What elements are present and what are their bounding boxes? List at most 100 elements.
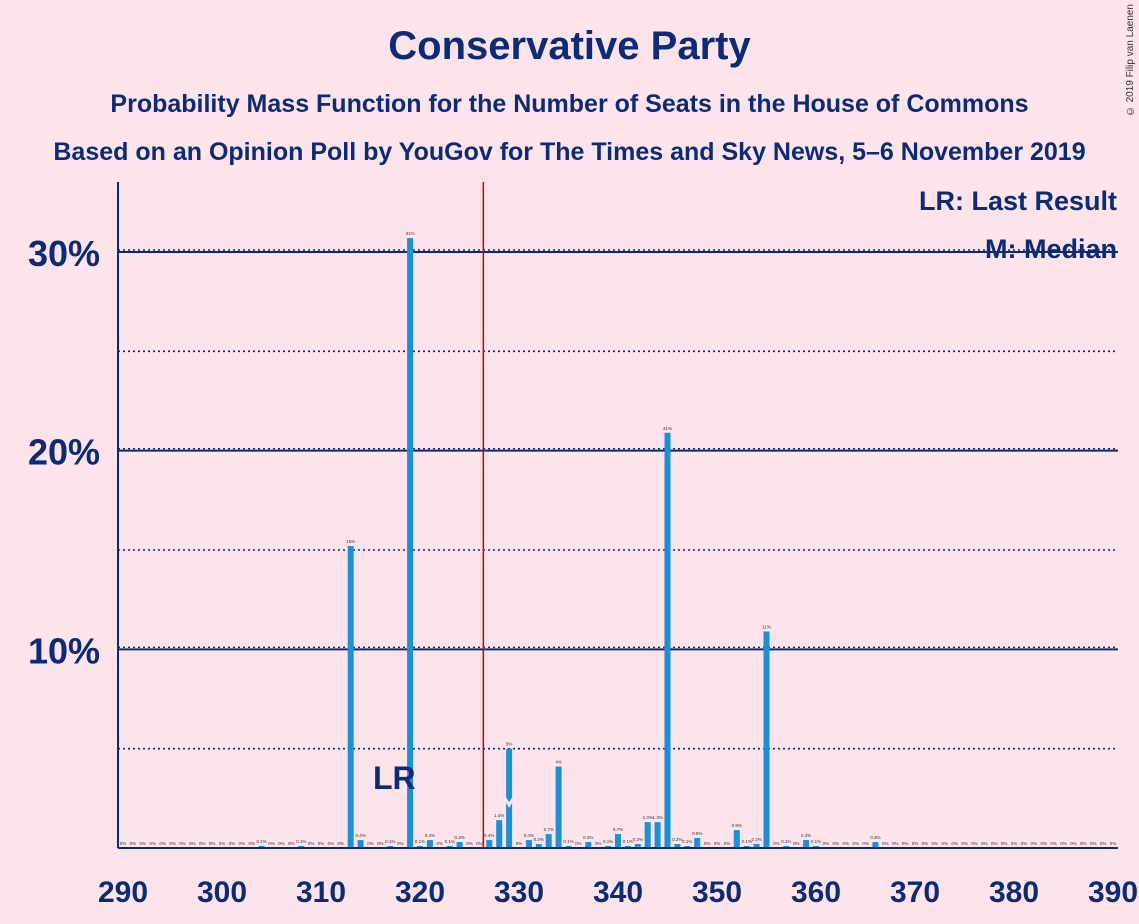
bar-data-label: 0.1% [811, 839, 821, 844]
bar-data-label: 0.1% [742, 839, 752, 844]
bar-data-label: 0% [1050, 841, 1057, 846]
bar-data-label: 0% [1060, 841, 1067, 846]
bar [456, 842, 463, 848]
bar-data-label: 0% [189, 841, 196, 846]
bar-data-label: 0.4% [355, 833, 365, 838]
bar-data-label: 0% [159, 841, 166, 846]
bar [803, 840, 810, 848]
bar-data-label: 0.2% [751, 837, 761, 842]
bar-data-label: 0% [1070, 841, 1077, 846]
bar [545, 834, 552, 848]
x-tick-label: 290 [98, 876, 148, 909]
bar-data-label: 0% [1090, 841, 1097, 846]
bar [585, 842, 592, 848]
bar [674, 844, 681, 848]
bar-data-label: 0% [199, 841, 206, 846]
bar-data-label: 0% [833, 841, 840, 846]
bar-data-label: 0% [476, 841, 483, 846]
bar-data-label: 0.3% [454, 835, 464, 840]
bar-data-label: 0% [1080, 841, 1087, 846]
y-tick-label: 10% [28, 630, 100, 671]
bar-data-label: 0% [852, 841, 859, 846]
bar [426, 840, 433, 848]
bar-data-label: 31% [406, 231, 415, 236]
bar-data-label: 0.4% [524, 833, 534, 838]
bar [486, 840, 493, 848]
bar-data-label: 0% [120, 841, 127, 846]
bar-data-label: 0.2% [534, 837, 544, 842]
bar-data-label: 0% [1100, 841, 1107, 846]
bar-data-label: 0% [932, 841, 939, 846]
bar-data-label: 0% [991, 841, 998, 846]
x-tick-label: 380 [989, 876, 1039, 909]
bar-data-label: 0% [892, 841, 899, 846]
bar-data-label: 0.4% [801, 833, 811, 838]
x-tick-label: 390 [1088, 876, 1138, 909]
bar-data-label: 0.3% [870, 835, 880, 840]
bar-data-label: 0% [773, 841, 780, 846]
bar-data-label: 0% [308, 841, 315, 846]
bar-data-label: 0% [140, 841, 147, 846]
bar [535, 844, 542, 848]
bar-data-label: 0.4% [425, 833, 435, 838]
bar-data-label: 0.4% [484, 833, 494, 838]
bar [644, 822, 651, 848]
bar-data-label: 0.5% [692, 831, 702, 836]
bar-data-label: 0% [575, 841, 582, 846]
bar-data-label: 0.1% [781, 839, 791, 844]
bar-data-label: 0.3% [583, 835, 593, 840]
bar [407, 238, 414, 849]
bar-data-label: 0% [912, 841, 919, 846]
median-marker [502, 796, 516, 808]
bar-data-label: 0% [318, 841, 325, 846]
bar [694, 838, 701, 848]
bar-data-label: 0.7% [544, 827, 554, 832]
bar [763, 631, 770, 848]
bar-data-label: 0% [595, 841, 602, 846]
bar-data-label: 0% [842, 841, 849, 846]
bar [506, 748, 513, 848]
bar-data-label: 0% [466, 841, 473, 846]
bar-data-label: 0.1% [682, 839, 692, 844]
chart-subtitle-source: Based on an Opinion Poll by YouGov for T… [53, 138, 1086, 166]
x-tick-label: 300 [197, 876, 247, 909]
bar-data-label: 0% [1021, 841, 1028, 846]
bar-data-label: 5% [506, 742, 513, 747]
bar-data-label: 0% [278, 841, 285, 846]
legend-last-result: LR: Last Result [919, 186, 1117, 216]
bar-data-label: 0.1% [603, 839, 613, 844]
bar-data-label: 0% [328, 841, 335, 846]
bar [347, 546, 354, 848]
chart-title: Conservative Party [388, 24, 751, 68]
bar-data-label: 0.1% [256, 839, 266, 844]
bar-data-label: 0% [169, 841, 176, 846]
x-tick-label: 330 [494, 876, 544, 909]
bar-data-label: 0% [377, 841, 384, 846]
bar-data-label: 0% [288, 841, 295, 846]
bar [664, 432, 671, 848]
bar-data-label: 0% [714, 841, 721, 846]
bar-data-label: 1.3% [652, 815, 662, 820]
bar-data-label: 0.2% [633, 837, 643, 842]
x-tick-label: 320 [395, 876, 445, 909]
x-tick-label: 310 [296, 876, 346, 909]
bar [496, 820, 503, 848]
bar-data-label: 0% [239, 841, 246, 846]
bar-data-label: 1.4% [494, 813, 504, 818]
bar-data-label: 0% [149, 841, 156, 846]
bar-data-label: 0% [1001, 841, 1008, 846]
bar-data-label: 0% [971, 841, 978, 846]
bar [733, 830, 740, 848]
bar-data-label: 0% [437, 841, 444, 846]
bar-data-label: 0% [229, 841, 236, 846]
bar-data-label: 0% [902, 841, 909, 846]
bar-data-label: 0% [951, 841, 958, 846]
bar-data-label: 0.7% [613, 827, 623, 832]
bar-data-label: 4% [555, 760, 562, 765]
x-tick-label: 340 [593, 876, 643, 909]
chart-subtitle: Probability Mass Function for the Number… [110, 90, 1029, 118]
bar-data-label: 0% [367, 841, 374, 846]
last-result-marker: LR [373, 760, 416, 796]
bar [555, 766, 562, 848]
